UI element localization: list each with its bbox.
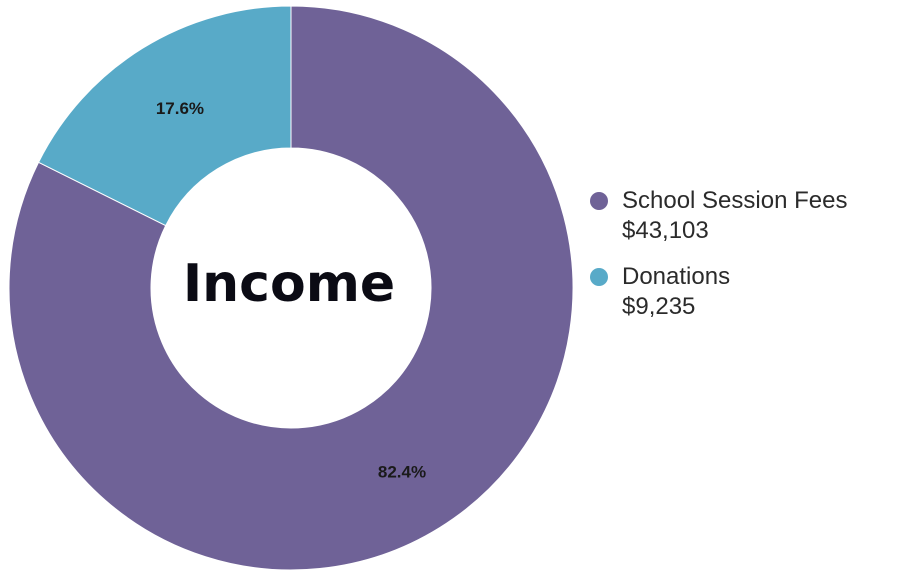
slice-label: 17.6% xyxy=(156,99,204,118)
donut-slices xyxy=(8,5,574,571)
slice-label: 82.4% xyxy=(378,463,426,482)
legend-item-donations: Donations $9,235 xyxy=(590,262,847,322)
donut-chart: 82.4% 17.6% Income xyxy=(8,5,574,571)
legend-marker xyxy=(590,268,608,286)
chart-title: Income xyxy=(183,254,395,314)
donut-slice-school-session-fees xyxy=(8,5,574,571)
legend-value: $9,235 xyxy=(622,293,696,320)
slice-percent-labels: 82.4% 17.6% xyxy=(156,99,426,481)
legend-marker xyxy=(590,192,608,210)
chart-legend: School Session Fees $43,103 Donations $9… xyxy=(590,186,847,338)
legend-label: School Session Fees xyxy=(622,187,848,214)
legend-item-school-session-fees: School Session Fees $43,103 xyxy=(590,186,847,246)
donut-slice-donations xyxy=(37,5,292,227)
legend-value: $43,103 xyxy=(622,217,709,244)
legend-label: Donations xyxy=(622,263,731,290)
